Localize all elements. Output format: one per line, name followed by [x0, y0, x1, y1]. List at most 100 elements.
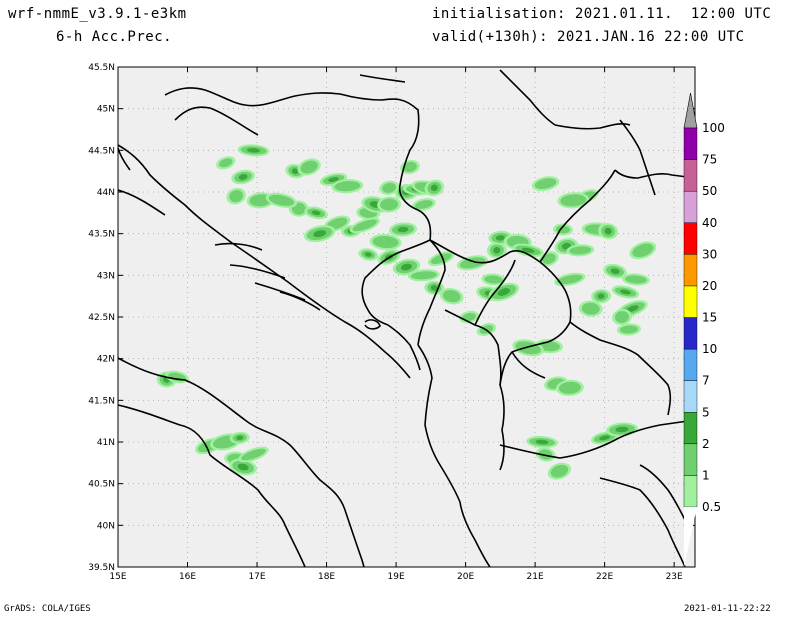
legend-swatch: [683, 317, 698, 350]
precip-area: [538, 449, 553, 460]
lat-tick-label: 41N: [97, 438, 115, 448]
legend-swatch: [683, 254, 698, 287]
precip-area: [619, 325, 638, 334]
precip-core: [535, 439, 549, 445]
color-legend: 0.5 1 2 5 7 10 15 20 30 40 50 75 100: [683, 92, 725, 567]
precip-area: [558, 381, 581, 394]
precip-area: [334, 181, 361, 192]
precip-core: [328, 177, 339, 182]
precip-area: [403, 161, 417, 173]
lat-tick-label: 42.5N: [88, 313, 115, 323]
lon-tick-label: 22E: [596, 572, 613, 582]
precip-core: [610, 268, 620, 275]
precip-area: [624, 275, 647, 284]
precip-core: [397, 226, 409, 233]
precip-core: [291, 168, 299, 174]
legend-swatch: [683, 285, 698, 318]
lon-tick-label: 19E: [388, 572, 405, 582]
field-title: 6-h Acc.Prec.: [56, 29, 173, 45]
legend-label: 5: [702, 405, 710, 419]
timestamp-text: 2021-01-11-22:22: [684, 604, 771, 614]
precip-area: [300, 160, 318, 174]
legend-label: 40: [702, 216, 717, 230]
precip-area: [382, 182, 397, 193]
precip-area: [442, 290, 461, 303]
legend-cap-bottom: [684, 507, 697, 567]
precip-area: [632, 243, 654, 258]
precip-core: [236, 435, 244, 441]
model-title: wrf-nmmE_v3.9.1-e3km: [8, 6, 187, 22]
precip-area: [219, 158, 233, 168]
precip-area: [229, 190, 244, 203]
precip-area: [410, 271, 437, 280]
lat-tick-label: 42N: [97, 355, 115, 365]
lat-tick-label: 43N: [97, 271, 115, 281]
valid-time: valid(+130h): 2021.JAN.16 22:00 UTC: [432, 29, 745, 45]
credit-text: GrADS: COLA/IGES: [4, 604, 91, 614]
legend-swatch: [683, 159, 698, 192]
precip-area: [542, 253, 556, 264]
precip-area: [534, 178, 557, 190]
legend-swatch: [683, 412, 698, 445]
legend-swatch: [683, 222, 698, 255]
legend-label: 7: [702, 374, 710, 388]
lon-tick-label: 20E: [457, 572, 474, 582]
lon-tick-label: 17E: [248, 572, 265, 582]
lon-tick-label: 23E: [666, 572, 683, 582]
precip-core: [495, 235, 505, 241]
lat-tick-label: 45.5N: [88, 63, 115, 73]
precip-core: [604, 227, 612, 235]
precip-core: [620, 289, 631, 295]
legend-label: 50: [702, 184, 717, 198]
precip-core: [311, 210, 321, 216]
legend-label: 75: [702, 153, 717, 167]
lat-tick-label: 39.5N: [88, 563, 115, 573]
legend-label: 2: [702, 437, 710, 451]
precip-core: [626, 305, 639, 313]
legend-swatch: [683, 475, 698, 508]
precip-core: [238, 174, 248, 180]
precip-area: [268, 194, 295, 206]
precip-core: [493, 247, 501, 254]
lon-tick-label: 16E: [179, 572, 196, 582]
precip-area: [415, 200, 433, 209]
precip-area: [484, 275, 503, 284]
legend-swatch: [683, 127, 698, 160]
precip-area: [462, 312, 476, 322]
lat-tick-label: 45N: [97, 105, 115, 115]
lat-tick-label: 40N: [97, 521, 115, 531]
coast-and-borders: [117, 69, 696, 568]
precip-core: [599, 435, 611, 441]
precip-core: [521, 247, 535, 253]
precip-core: [430, 285, 438, 291]
lon-tick-label: 21E: [527, 572, 544, 582]
precip-core: [401, 263, 412, 271]
precip-area: [352, 219, 378, 232]
precip-area: [581, 302, 600, 315]
legend-label: 20: [702, 279, 717, 293]
precip-area: [430, 253, 452, 264]
precip-area: [372, 235, 399, 249]
precip-core: [615, 426, 629, 433]
lat-tick-label: 44N: [97, 188, 115, 198]
precip-area: [557, 274, 583, 285]
legend-label: 1: [702, 468, 710, 482]
precip-area: [560, 194, 587, 207]
precip-area: [380, 198, 399, 211]
lon-tick-label: 18E: [318, 572, 335, 582]
precip-core: [313, 230, 326, 238]
init-time: initialisation: 2021.01.11. 12:00 UTC: [432, 6, 772, 22]
legend-swatch: [683, 380, 698, 413]
precip-core: [247, 148, 261, 153]
precip-core: [237, 463, 249, 471]
precip-area: [615, 310, 629, 324]
legend-label: 10: [702, 342, 717, 356]
precip-core: [497, 288, 511, 296]
legend-label: 15: [702, 311, 717, 325]
lat-tick-label: 41.5N: [88, 396, 115, 406]
precip-area: [459, 257, 486, 269]
lat-tick-label: 44.5N: [88, 146, 115, 156]
legend-label: 100: [702, 121, 725, 135]
legend-swatch: [683, 443, 698, 476]
